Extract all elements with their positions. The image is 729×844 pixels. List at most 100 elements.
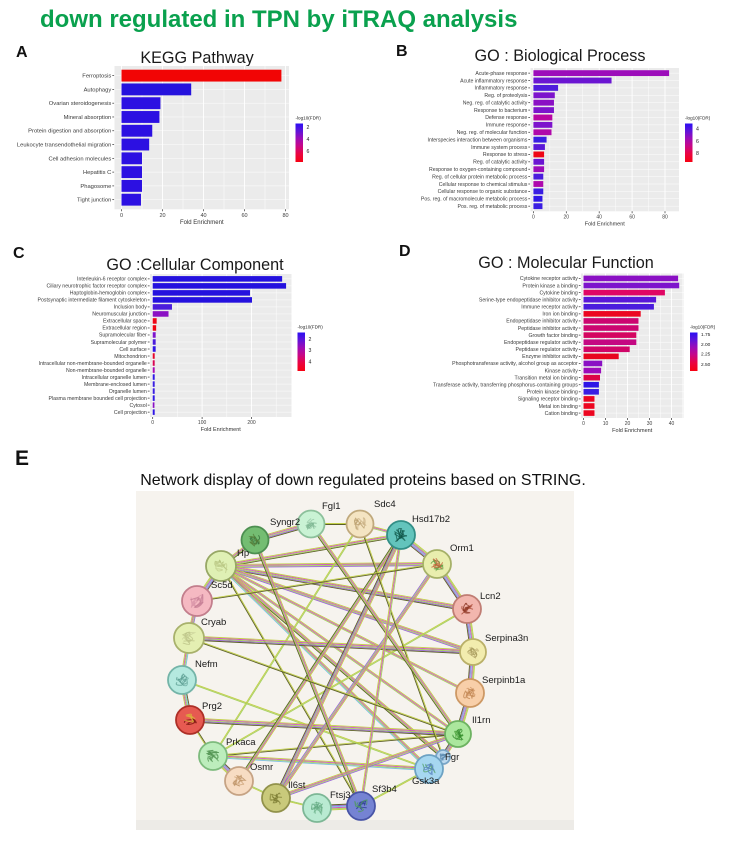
svg-text:0: 0	[582, 421, 585, 427]
svg-text:Lcn2: Lcn2	[480, 591, 501, 602]
svg-text:Endopeptidase inhibitor activi: Endopeptidase inhibitor activity	[506, 319, 578, 325]
svg-text:Endopeptidase regulator activi: Endopeptidase regulator activity	[504, 340, 578, 346]
svg-text:Cytokine receptor activity: Cytokine receptor activity	[520, 276, 578, 282]
svg-text:Neuromuscular junction: Neuromuscular junction	[92, 312, 147, 318]
svg-text:Fold Enrichment: Fold Enrichment	[201, 427, 242, 433]
svg-text:Nefm: Nefm	[195, 659, 218, 670]
svg-text:Acute-phase response: Acute-phase response	[475, 71, 527, 77]
svg-text:Defense response: Defense response	[485, 115, 527, 121]
svg-text:Haptoglobin-hemoglobin complex: Haptoglobin-hemoglobin complex	[70, 291, 147, 297]
svg-text:Interspecies interaction betwe: Interspecies interaction between organis…	[428, 137, 528, 143]
svg-text:Organelle lumen: Organelle lumen	[109, 389, 147, 395]
svg-text:40: 40	[596, 214, 602, 220]
svg-text:Membrane-enclosed lumen: Membrane-enclosed lumen	[84, 382, 147, 388]
svg-text:Ciliary neurotrophic factor re: Ciliary neurotrophic factor receptor com…	[46, 284, 147, 290]
svg-text:Response to bacterium: Response to bacterium	[474, 108, 527, 114]
svg-text:Fgl1: Fgl1	[322, 501, 340, 512]
svg-text:Pos. reg. of macromolecule met: Pos. reg. of macromolecule metabolic pro…	[421, 197, 528, 203]
svg-text:Enzyme inhibitor activity: Enzyme inhibitor activity	[522, 354, 578, 360]
svg-text:Serpina3n: Serpina3n	[485, 633, 528, 644]
svg-text:Extracellular space: Extracellular space	[103, 319, 147, 325]
svg-text:GO : Molecular Function: GO : Molecular Function	[478, 254, 653, 272]
svg-text:Protein kinase a binding: Protein kinase a binding	[522, 283, 577, 289]
svg-text:Mitochondrion: Mitochondrion	[114, 354, 147, 360]
svg-text:40: 40	[200, 213, 206, 219]
svg-text:-log10(FDR): -log10(FDR)	[296, 116, 322, 121]
svg-text:4: 4	[307, 137, 310, 143]
svg-text:Postsynaptic intermediate fila: Postsynaptic intermediate filament cytos…	[38, 298, 147, 304]
svg-text:100: 100	[198, 420, 207, 426]
svg-text:Kinase activity: Kinase activity	[545, 368, 579, 374]
svg-text:2.00: 2.00	[701, 342, 711, 348]
svg-text:Immune receptor activity: Immune receptor activity	[521, 305, 578, 311]
svg-text:Response to stress: Response to stress	[483, 152, 528, 158]
svg-text:Osmr: Osmr	[250, 762, 273, 773]
svg-text:60: 60	[241, 213, 247, 219]
svg-text:2: 2	[307, 125, 310, 131]
svg-text:-log10(FDR): -log10(FDR)	[298, 325, 324, 330]
svg-text:Protein kinase binding: Protein kinase binding	[527, 390, 578, 396]
svg-text:Neg. reg. of catalytic activit: Neg. reg. of catalytic activity	[463, 101, 528, 107]
svg-text:8: 8	[696, 151, 699, 157]
svg-text:6: 6	[307, 149, 310, 155]
svg-text:Fold Enrichment: Fold Enrichment	[612, 428, 653, 434]
svg-text:Inclusion body: Inclusion body	[114, 305, 148, 311]
svg-text:Ovarian steroidogenesis: Ovarian steroidogenesis	[49, 101, 112, 107]
svg-text:Acute inflammatory response: Acute inflammatory response	[460, 78, 527, 84]
svg-text:Cellular response to organic s: Cellular response to organic substance	[438, 189, 528, 195]
svg-text:Prg2: Prg2	[202, 701, 222, 712]
svg-text:Serpinb1a: Serpinb1a	[482, 675, 526, 686]
svg-text:Hsd17b2: Hsd17b2	[412, 514, 450, 525]
svg-text:Interleukin-6 receptor complex: Interleukin-6 receptor complex	[77, 277, 147, 283]
svg-text:20: 20	[625, 421, 631, 427]
svg-text:GO : Biological Process: GO : Biological Process	[475, 47, 646, 65]
svg-text:Ftsj3: Ftsj3	[330, 790, 351, 801]
svg-text:Tight junction: Tight junction	[77, 198, 111, 204]
svg-text:2.50: 2.50	[701, 362, 711, 368]
svg-text:KEGG Pathway: KEGG Pathway	[140, 49, 254, 67]
svg-text:Fold Enrichment: Fold Enrichment	[585, 221, 626, 227]
svg-text:20: 20	[564, 214, 570, 220]
svg-text:Cell projection: Cell projection	[114, 410, 147, 416]
svg-text:1.75: 1.75	[701, 332, 711, 338]
svg-text:Sc5d: Sc5d	[211, 580, 233, 591]
svg-text:Transition metal ion binding: Transition metal ion binding	[515, 375, 578, 381]
svg-text:Gsk3a: Gsk3a	[412, 776, 440, 787]
svg-text:Signaling receptor binding: Signaling receptor binding	[518, 397, 578, 403]
svg-text:Reg. of proteolysis: Reg. of proteolysis	[484, 93, 527, 99]
svg-text:Supramolecular fiber: Supramolecular fiber	[99, 333, 147, 339]
svg-text:Network display of down regula: Network display of down regulated protei…	[140, 472, 586, 489]
svg-text:Extracellular region: Extracellular region	[102, 326, 147, 332]
svg-text:Hepatitis C: Hepatitis C	[83, 170, 111, 176]
svg-text:20: 20	[159, 213, 165, 219]
svg-text:0: 0	[120, 213, 123, 219]
svg-text:Peptidase inhibitor activity: Peptidase inhibitor activity	[518, 326, 578, 332]
svg-text:40: 40	[669, 421, 675, 427]
svg-text:Reg. of cellular protein metab: Reg. of cellular protein metabolic proce…	[432, 174, 528, 180]
svg-text:Il1rn: Il1rn	[472, 715, 490, 726]
svg-text:60: 60	[629, 214, 635, 220]
svg-text:Cytokine binding: Cytokine binding	[539, 290, 577, 296]
svg-text:Immune system process: Immune system process	[471, 145, 528, 151]
svg-text:Leukocyte transendothelial mig: Leukocyte transendothelial migration	[17, 143, 111, 149]
svg-text:A: A	[16, 44, 28, 61]
svg-text:Cation binding: Cation binding	[545, 411, 578, 417]
svg-text:80: 80	[282, 213, 288, 219]
svg-text:0: 0	[532, 214, 535, 220]
svg-text:Growth factor binding: Growth factor binding	[528, 333, 577, 339]
svg-text:Prkaca: Prkaca	[226, 737, 256, 748]
svg-text:Neg. reg. of molecular functio: Neg. reg. of molecular function	[457, 130, 528, 136]
svg-text:Sdc4: Sdc4	[374, 499, 396, 510]
svg-text:Cytosol: Cytosol	[129, 403, 146, 409]
svg-text:2: 2	[309, 337, 312, 343]
svg-text:Ferroptosis: Ferroptosis	[82, 74, 111, 80]
svg-text:Iron ion binding: Iron ion binding	[542, 312, 578, 318]
svg-text:Immune response: Immune response	[486, 123, 528, 129]
svg-text:down regulated in TPN by iTRAQ: down regulated in TPN by iTRAQ analysis	[40, 6, 517, 33]
svg-text:4: 4	[696, 127, 699, 133]
svg-text:Supramolecular polymer: Supramolecular polymer	[91, 340, 147, 346]
svg-text:Peptidase regulator activity: Peptidase regulator activity	[516, 347, 579, 353]
svg-text:2.25: 2.25	[701, 352, 711, 358]
svg-text:-log10(FDR): -log10(FDR)	[685, 116, 711, 121]
svg-text:Intracellular non-membrane-bou: Intracellular non-membrane-bounded organ…	[39, 361, 147, 367]
